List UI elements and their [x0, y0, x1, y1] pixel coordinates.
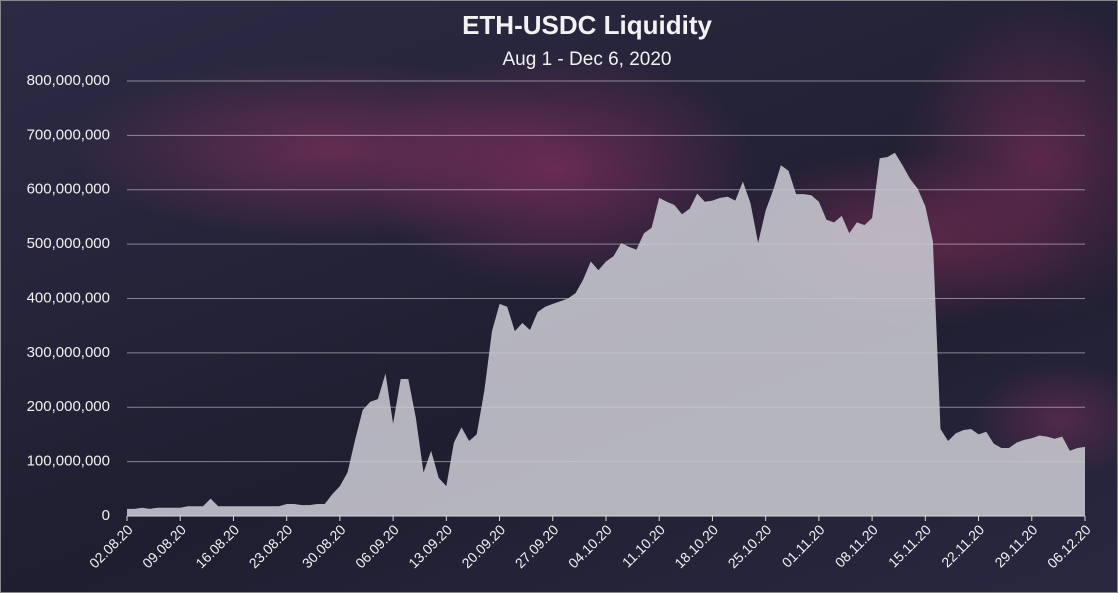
- x-tick-label: 11.10.20: [619, 521, 668, 570]
- y-tick-label: 300,000,000: [27, 344, 110, 361]
- y-tick-label: 0: [102, 507, 110, 524]
- x-tick-label: 06.09.20: [352, 521, 402, 571]
- chart-title: ETH-USDC Liquidity: [462, 10, 712, 40]
- y-tick-label: 800,000,000: [27, 72, 110, 89]
- area: [127, 152, 1085, 517]
- y-tick-label: 200,000,000: [27, 398, 110, 415]
- x-tick-label: 23.08.20: [246, 521, 296, 571]
- x-tick-label: 16.08.20: [192, 521, 242, 571]
- y-tick-label: 500,000,000: [27, 235, 110, 252]
- x-tick-label: 09.08.20: [139, 521, 189, 571]
- chart-subtitle: Aug 1 - Dec 6, 2020: [503, 49, 672, 70]
- y-tick-label: 600,000,000: [27, 181, 110, 198]
- x-tick-label: 13.09.20: [405, 521, 455, 571]
- x-tick-label: 02.08.20: [86, 521, 136, 571]
- x-tick-label: 08.11.20: [832, 521, 881, 570]
- x-tick-label: 27.09.20: [512, 521, 562, 571]
- x-tick-label: 25.10.20: [725, 521, 775, 571]
- x-tick-label: 06.12.20: [1044, 521, 1094, 571]
- x-tick-label: 30.08.20: [299, 521, 349, 571]
- y-tick-label: 700,000,000: [27, 126, 110, 143]
- x-tick-label: 20.09.20: [458, 521, 508, 571]
- y-tick-label: 400,000,000: [27, 289, 110, 306]
- y-tick-label: 100,000,000: [27, 453, 110, 470]
- x-tick-label: 29.11.20: [991, 521, 1040, 570]
- x-tick-label: 01.11.20: [779, 521, 828, 570]
- x-tick-label: 04.10.20: [565, 521, 615, 571]
- x-tick-label: 22.11.20: [938, 521, 987, 570]
- x-tick-label: 15.11.20: [885, 521, 934, 570]
- x-tick-label: 18.10.20: [671, 521, 721, 571]
